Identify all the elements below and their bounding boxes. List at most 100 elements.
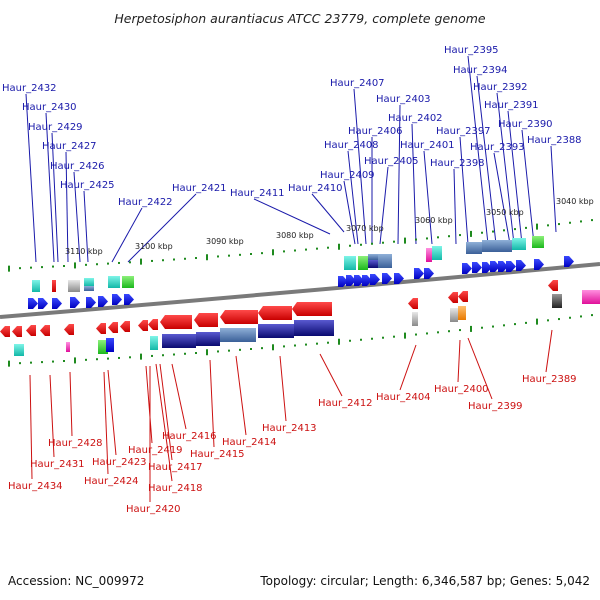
reverse-gene-arrow [12, 326, 22, 337]
scale-tick [492, 230, 494, 233]
reverse-gene-arrow [548, 280, 558, 291]
top-gene-label: Haur_2409 [320, 170, 375, 181]
forward-gene-arrow [564, 256, 574, 267]
scale-tick [239, 253, 241, 256]
scale-tick [283, 250, 285, 253]
scale-tick [338, 338, 340, 345]
gene-feature-box [98, 340, 108, 354]
scale-tick [525, 226, 527, 229]
bottom-gene-label: Haur_2417 [148, 462, 203, 473]
forward-gene-arrow [354, 275, 364, 286]
gene-feature-box [512, 238, 526, 250]
scale-tick [162, 354, 164, 357]
gene-feature-box [432, 246, 442, 260]
leader-line [45, 112, 55, 263]
leader-line [29, 374, 33, 480]
gene-feature-box [220, 328, 256, 342]
scale-tick [360, 338, 362, 341]
scale-tick [294, 249, 296, 252]
leader-line [379, 166, 389, 245]
leader-line [493, 152, 511, 245]
page-title: Herpetosiphon aurantiacus ATCC 23779, co… [114, 11, 486, 26]
gene-feature-box [412, 312, 418, 326]
scale-tick [195, 257, 197, 260]
top-gene-label: Haur_2427 [42, 141, 97, 152]
top-gene-label: Haur_2390 [498, 119, 553, 130]
top-gene-label: Haur_2429 [28, 122, 83, 133]
forward-gene-arrow [516, 260, 526, 271]
forward-gene-arrow [490, 261, 500, 272]
leader-line [476, 75, 497, 245]
top-gene-label: Haur_2403 [376, 94, 431, 105]
forward-gene-arrow [124, 294, 134, 305]
scale-tick [536, 318, 538, 325]
scale-tick [129, 261, 131, 264]
scale-tick [316, 247, 318, 250]
scale-tick [85, 263, 87, 266]
scale-tick [371, 337, 373, 340]
gene-feature-box [122, 276, 134, 288]
leader-line [347, 150, 359, 245]
scale-tick [503, 229, 505, 232]
leader-line [343, 180, 356, 245]
forward-gene-arrow [424, 268, 434, 279]
leader-line [49, 374, 55, 458]
gene-feature-box [294, 320, 334, 336]
bottom-gene-label: Haur_2434 [8, 481, 63, 492]
scale-tick [547, 224, 549, 227]
scale-tick [514, 228, 516, 231]
leader-line [253, 198, 331, 235]
scale-tick [591, 314, 593, 317]
scale-tick [492, 325, 494, 328]
leader-line [397, 104, 401, 245]
gene-feature-box [162, 334, 196, 348]
scale-ticks [8, 219, 593, 367]
leader-line [521, 129, 535, 245]
scale-tick [547, 319, 549, 322]
scale-tick [305, 343, 307, 346]
leader-line [319, 353, 343, 397]
gene-feature-box [258, 324, 294, 338]
gene-feature-box [458, 306, 466, 320]
scale-tick [393, 335, 395, 338]
position-label: 3110 kbp [65, 247, 103, 256]
scale-tick [107, 357, 109, 360]
forward-gene-arrow [362, 275, 372, 286]
gene-feature-box [500, 240, 512, 252]
position-labels: 3110 kbp 3100 kbp 3090 kbp 3080 kbp 3070… [65, 197, 594, 256]
top-gene-label: Haur_2392 [473, 82, 528, 93]
scale-tick [118, 261, 120, 264]
scale-tick [272, 249, 274, 256]
scale-tick [569, 316, 571, 319]
top-gene-label: Haur_2394 [453, 65, 508, 76]
scale-tick [228, 254, 230, 257]
scale-tick [173, 353, 175, 356]
scale-tick [173, 258, 175, 261]
scale-tick [371, 242, 373, 245]
scale-tick [30, 361, 32, 364]
reverse-gene-arrow [448, 292, 458, 303]
leader-line [65, 151, 69, 263]
leader-line [103, 371, 109, 475]
leader-lines [25, 55, 557, 502]
gene-feature-box [84, 278, 94, 286]
scale-tick [283, 345, 285, 348]
forward-gene-arrow [482, 262, 492, 273]
scale-tick [140, 353, 142, 360]
leader-line [550, 145, 557, 233]
leader-line [411, 123, 417, 245]
scale-tick [349, 339, 351, 342]
scale-tick [129, 356, 131, 359]
forward-gene-arrow [346, 275, 356, 286]
leader-line [111, 207, 143, 263]
scale-tick [514, 323, 516, 326]
scale-tick [195, 352, 197, 355]
leader-line [51, 132, 59, 263]
bottom-gene-label: Haur_2400 [434, 384, 489, 395]
reverse-gene-arrow [138, 320, 148, 331]
scale-tick [140, 258, 142, 265]
leader-line [159, 363, 173, 461]
scale-tick [404, 332, 406, 339]
forward-gene-arrow [506, 261, 516, 272]
scale-tick [580, 220, 582, 223]
